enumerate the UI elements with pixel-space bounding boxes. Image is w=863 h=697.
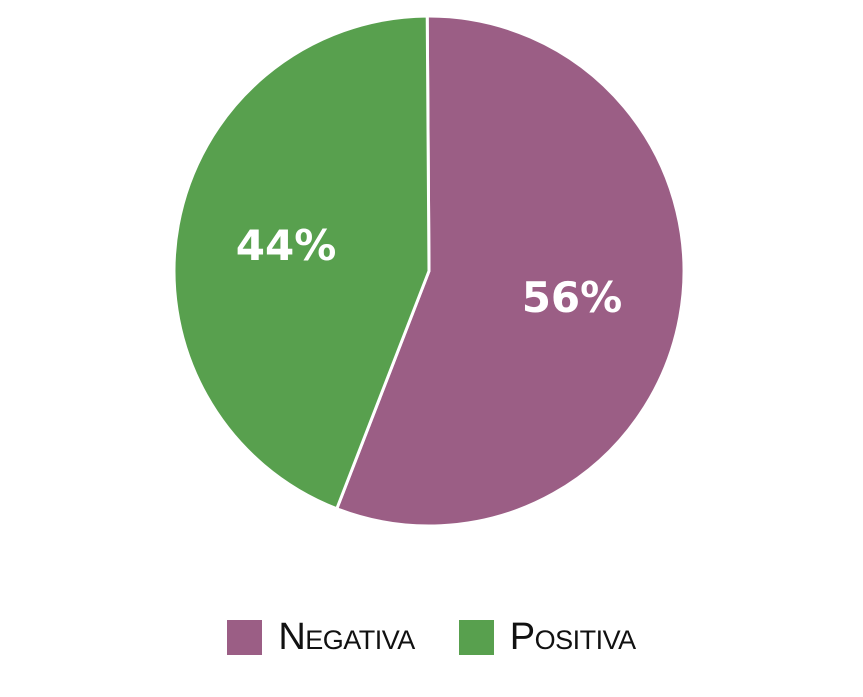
legend-swatch-positiva [458, 619, 494, 655]
pie-slice-positiva [172, 14, 431, 511]
legend-item-positiva: Positiva [458, 616, 636, 658]
legend-item-negativa: Negativa [227, 616, 415, 658]
pie-slices [172, 14, 686, 528]
slice-label-negativa: 56% [522, 273, 623, 322]
pie-labels: 56% 44% [236, 221, 622, 322]
legend-label-positiva: Positiva [509, 616, 636, 658]
legend-label-negativa: Negativa [278, 616, 415, 658]
legend-swatch-negativa [227, 619, 263, 655]
legend: Negativa Positiva [0, 618, 863, 656]
pie-slice-negativa [335, 14, 686, 528]
slice-label-positiva: 44% [236, 221, 337, 270]
